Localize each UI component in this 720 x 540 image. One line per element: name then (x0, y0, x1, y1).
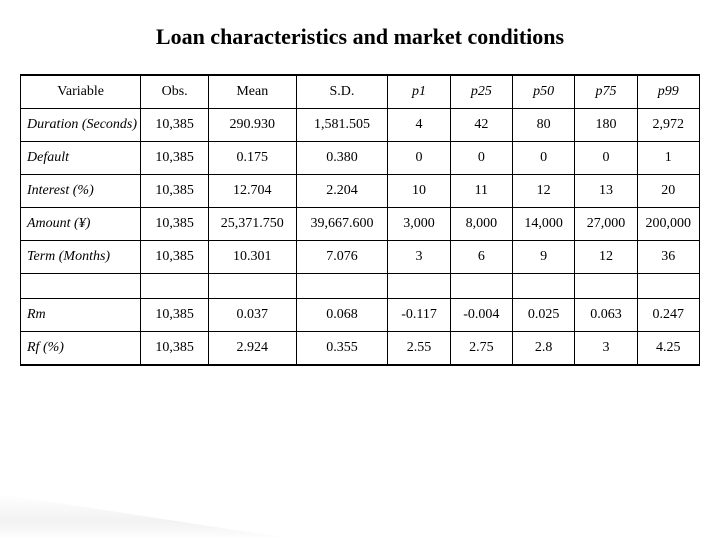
stats-table: Variable Obs. Mean S.D. p1 p25 p50 p75 p… (20, 74, 700, 366)
cell-value: 36 (637, 241, 699, 274)
cell-value: 3,000 (388, 208, 450, 241)
table-row: Duration (Seconds)10,385290.9301,581.505… (21, 109, 700, 142)
cell-value: 10 (388, 175, 450, 208)
cell-variable: Rf (%) (21, 332, 141, 366)
col-p50: p50 (512, 75, 574, 109)
cell-variable: Duration (Seconds) (21, 109, 141, 142)
table-row: Rf (%)10,3852.9240.3552.552.752.834.25 (21, 332, 700, 366)
cell-value: -0.004 (450, 299, 512, 332)
cell-value: 6 (450, 241, 512, 274)
cell-variable: Interest (%) (21, 175, 141, 208)
cell-value: 0 (450, 142, 512, 175)
cell-value: 10,385 (141, 299, 209, 332)
cell-value: 2.924 (209, 332, 296, 366)
cell-value: 8,000 (450, 208, 512, 241)
cell-value: 290.930 (209, 109, 296, 142)
cell-value: 2,972 (637, 109, 699, 142)
cell-value: 13 (575, 175, 637, 208)
cell-value: 10,385 (141, 142, 209, 175)
cell-value: 0.068 (296, 299, 388, 332)
cell-value: 3 (388, 241, 450, 274)
cell-value: 4 (388, 109, 450, 142)
cell-value: 11 (450, 175, 512, 208)
col-sd: S.D. (296, 75, 388, 109)
cell-value: 10,385 (141, 241, 209, 274)
cell-variable: Amount (¥) (21, 208, 141, 241)
cell-value: 2.8 (512, 332, 574, 366)
cell-value: 12 (575, 241, 637, 274)
table-row: Term (Months)10,38510.3017.0763691236 (21, 241, 700, 274)
cell-value: 2.75 (450, 332, 512, 366)
cell-value: 10,385 (141, 175, 209, 208)
cell-value: 80 (512, 109, 574, 142)
cell-value: 180 (575, 109, 637, 142)
cell-value: 0.247 (637, 299, 699, 332)
cell-value: 25,371.750 (209, 208, 296, 241)
page-title: Loan characteristics and market conditio… (20, 24, 700, 50)
cell-value: 9 (512, 241, 574, 274)
cell-value: 10.301 (209, 241, 296, 274)
cell-value: 0 (575, 142, 637, 175)
cell-value: 0.063 (575, 299, 637, 332)
cell-value: 12 (512, 175, 574, 208)
cell-value: 0.037 (209, 299, 296, 332)
cell-value: 0.025 (512, 299, 574, 332)
col-p1: p1 (388, 75, 450, 109)
cell-value: 4.25 (637, 332, 699, 366)
col-obs: Obs. (141, 75, 209, 109)
cell-value: 12.704 (209, 175, 296, 208)
col-p75: p75 (575, 75, 637, 109)
table-body: Duration (Seconds)10,385290.9301,581.505… (21, 109, 700, 366)
cell-variable: Term (Months) (21, 241, 141, 274)
cell-value: 200,000 (637, 208, 699, 241)
cell-value: 0.380 (296, 142, 388, 175)
cell-value: 7.076 (296, 241, 388, 274)
cell-value: 3 (575, 332, 637, 366)
table-header-row: Variable Obs. Mean S.D. p1 p25 p50 p75 p… (21, 75, 700, 109)
table-row: Interest (%)10,38512.7042.2041011121320 (21, 175, 700, 208)
cell-value: 2.55 (388, 332, 450, 366)
group-spacer (21, 274, 700, 299)
cell-value: 0 (388, 142, 450, 175)
cell-value: 1 (637, 142, 699, 175)
cell-value: 42 (450, 109, 512, 142)
cell-value: 10,385 (141, 109, 209, 142)
col-p99: p99 (637, 75, 699, 109)
col-p25: p25 (450, 75, 512, 109)
cell-value: 10,385 (141, 332, 209, 366)
cell-value: 14,000 (512, 208, 574, 241)
table-row: Rm10,3850.0370.068-0.117-0.0040.0250.063… (21, 299, 700, 332)
cell-value: 20 (637, 175, 699, 208)
cell-value: 0.175 (209, 142, 296, 175)
cell-value: 2.204 (296, 175, 388, 208)
cell-value: 0.355 (296, 332, 388, 366)
col-mean: Mean (209, 75, 296, 109)
table-row: Default10,3850.1750.38000001 (21, 142, 700, 175)
col-variable: Variable (21, 75, 141, 109)
cell-value: -0.117 (388, 299, 450, 332)
cell-value: 0 (512, 142, 574, 175)
cell-variable: Rm (21, 299, 141, 332)
cell-value: 10,385 (141, 208, 209, 241)
cell-variable: Default (21, 142, 141, 175)
cell-value: 39,667.600 (296, 208, 388, 241)
table-row: Amount (¥)10,38525,371.75039,667.6003,00… (21, 208, 700, 241)
cell-value: 1,581.505 (296, 109, 388, 142)
cell-value: 27,000 (575, 208, 637, 241)
